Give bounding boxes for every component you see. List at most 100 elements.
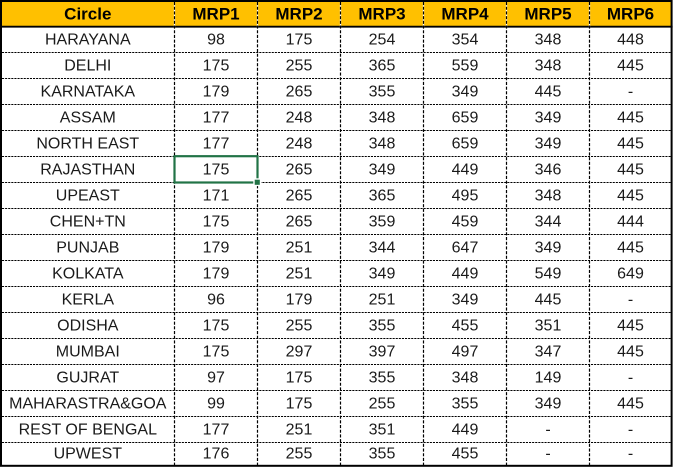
svg-text:449: 449 bbox=[452, 421, 479, 438]
svg-text:GUJRAT: GUJRAT bbox=[56, 369, 119, 386]
svg-text:348: 348 bbox=[452, 369, 479, 386]
svg-text:265: 265 bbox=[286, 83, 313, 100]
svg-text:354: 354 bbox=[452, 32, 479, 49]
svg-text:445: 445 bbox=[535, 291, 562, 308]
svg-text:255: 255 bbox=[369, 395, 396, 412]
svg-text:KARNATAKA: KARNATAKA bbox=[41, 83, 136, 100]
svg-text:445: 445 bbox=[617, 395, 644, 412]
svg-text:346: 346 bbox=[535, 161, 562, 178]
svg-text:MRP1: MRP1 bbox=[192, 5, 239, 24]
svg-text:348: 348 bbox=[369, 135, 396, 152]
svg-text:177: 177 bbox=[203, 135, 230, 152]
svg-text:DELHI: DELHI bbox=[64, 57, 111, 74]
svg-text:455: 455 bbox=[452, 317, 479, 334]
svg-text:175: 175 bbox=[203, 57, 230, 74]
svg-text:179: 179 bbox=[286, 291, 313, 308]
svg-text:355: 355 bbox=[452, 395, 479, 412]
svg-text:99: 99 bbox=[207, 395, 225, 412]
svg-text:176: 176 bbox=[203, 446, 230, 463]
svg-text:MUMBAI: MUMBAI bbox=[56, 343, 120, 360]
svg-text:559: 559 bbox=[452, 57, 479, 74]
svg-text:179: 179 bbox=[203, 239, 230, 256]
svg-text:175: 175 bbox=[286, 395, 313, 412]
svg-text:CHEN+TN: CHEN+TN bbox=[50, 213, 126, 230]
svg-text:347: 347 bbox=[535, 343, 562, 360]
svg-text:175: 175 bbox=[203, 213, 230, 230]
svg-text:MRP5: MRP5 bbox=[524, 5, 571, 24]
svg-text:KOLKATA: KOLKATA bbox=[52, 265, 124, 282]
svg-text:PUNJAB: PUNJAB bbox=[56, 239, 119, 256]
svg-text:UPWEST: UPWEST bbox=[54, 446, 123, 463]
svg-text:397: 397 bbox=[369, 343, 396, 360]
svg-text:445: 445 bbox=[617, 161, 644, 178]
svg-text:255: 255 bbox=[286, 317, 313, 334]
svg-text:659: 659 bbox=[452, 109, 479, 126]
svg-text:251: 251 bbox=[286, 265, 313, 282]
svg-text:251: 251 bbox=[286, 421, 313, 438]
svg-text:ASSAM: ASSAM bbox=[60, 109, 116, 126]
svg-text:KERLA: KERLA bbox=[62, 291, 115, 308]
svg-text:348: 348 bbox=[369, 109, 396, 126]
svg-text:-: - bbox=[628, 291, 633, 308]
svg-text:348: 348 bbox=[535, 32, 562, 49]
svg-text:Circle: Circle bbox=[64, 5, 111, 24]
svg-text:455: 455 bbox=[452, 446, 479, 463]
svg-text:445: 445 bbox=[617, 135, 644, 152]
svg-text:175: 175 bbox=[203, 161, 230, 178]
svg-text:359: 359 bbox=[369, 213, 396, 230]
svg-text:-: - bbox=[545, 446, 550, 463]
svg-text:RAJASTHAN: RAJASTHAN bbox=[40, 161, 135, 178]
svg-text:HARAYANA: HARAYANA bbox=[45, 32, 131, 49]
svg-text:MRP3: MRP3 bbox=[358, 5, 405, 24]
svg-text:175: 175 bbox=[203, 343, 230, 360]
svg-text:449: 449 bbox=[452, 265, 479, 282]
svg-text:349: 349 bbox=[535, 109, 562, 126]
svg-text:349: 349 bbox=[369, 265, 396, 282]
svg-text:ODISHA: ODISHA bbox=[57, 317, 119, 334]
svg-text:647: 647 bbox=[452, 239, 479, 256]
svg-text:171: 171 bbox=[203, 187, 230, 204]
svg-text:349: 349 bbox=[535, 239, 562, 256]
svg-text:344: 344 bbox=[535, 213, 562, 230]
svg-text:251: 251 bbox=[286, 239, 313, 256]
svg-text:-: - bbox=[545, 421, 550, 438]
svg-text:351: 351 bbox=[369, 421, 396, 438]
svg-text:365: 365 bbox=[369, 57, 396, 74]
svg-text:348: 348 bbox=[535, 187, 562, 204]
svg-text:449: 449 bbox=[452, 161, 479, 178]
svg-text:445: 445 bbox=[617, 187, 644, 204]
svg-text:MRP2: MRP2 bbox=[275, 5, 322, 24]
svg-text:445: 445 bbox=[617, 109, 644, 126]
svg-text:344: 344 bbox=[369, 239, 396, 256]
svg-text:459: 459 bbox=[452, 213, 479, 230]
svg-text:549: 549 bbox=[535, 265, 562, 282]
svg-text:97: 97 bbox=[207, 369, 225, 386]
svg-text:349: 349 bbox=[369, 161, 396, 178]
svg-text:448: 448 bbox=[617, 32, 644, 49]
svg-text:497: 497 bbox=[452, 343, 479, 360]
svg-text:355: 355 bbox=[369, 317, 396, 334]
svg-text:-: - bbox=[628, 369, 633, 386]
svg-text:349: 349 bbox=[535, 135, 562, 152]
svg-text:659: 659 bbox=[452, 135, 479, 152]
svg-text:175: 175 bbox=[286, 32, 313, 49]
svg-text:254: 254 bbox=[369, 32, 396, 49]
svg-text:MAHARASTRA&GOA: MAHARASTRA&GOA bbox=[9, 395, 167, 412]
svg-text:265: 265 bbox=[286, 213, 313, 230]
svg-text:251: 251 bbox=[369, 291, 396, 308]
svg-text:355: 355 bbox=[369, 83, 396, 100]
svg-text:348: 348 bbox=[535, 57, 562, 74]
svg-text:445: 445 bbox=[617, 57, 644, 74]
svg-text:REST OF BENGAL: REST OF BENGAL bbox=[19, 421, 158, 438]
svg-text:175: 175 bbox=[286, 369, 313, 386]
svg-text:177: 177 bbox=[203, 109, 230, 126]
svg-text:349: 349 bbox=[452, 83, 479, 100]
svg-text:297: 297 bbox=[286, 343, 313, 360]
svg-text:265: 265 bbox=[286, 187, 313, 204]
svg-text:445: 445 bbox=[617, 317, 644, 334]
svg-text:265: 265 bbox=[286, 161, 313, 178]
svg-text:-: - bbox=[628, 421, 633, 438]
svg-text:351: 351 bbox=[535, 317, 562, 334]
svg-text:444: 444 bbox=[617, 213, 644, 230]
svg-text:248: 248 bbox=[286, 109, 313, 126]
